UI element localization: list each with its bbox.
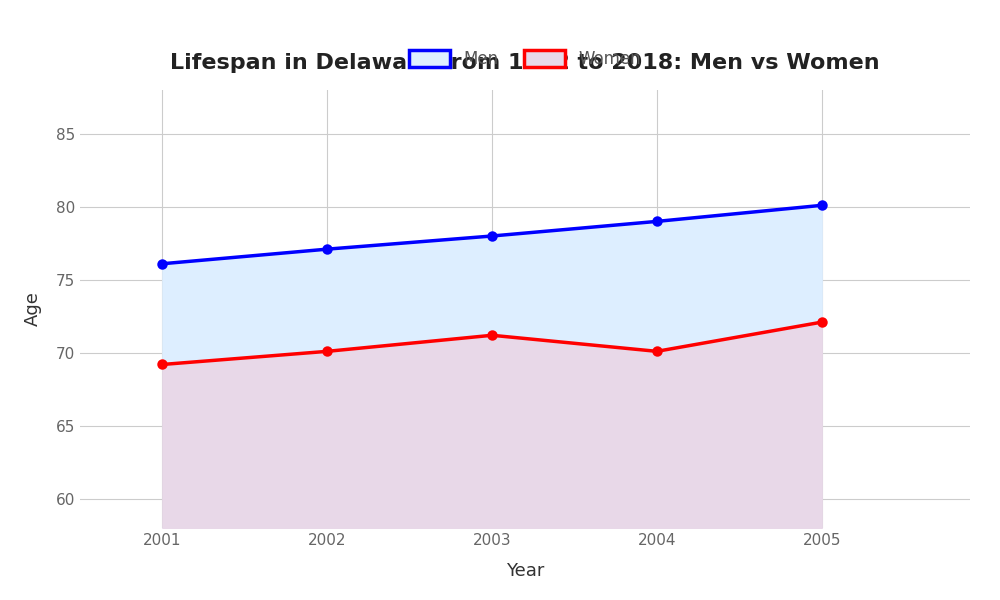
Men	[321, 245, 333, 253]
Men	[486, 232, 498, 239]
Y-axis label: Age: Age	[24, 292, 42, 326]
X-axis label: Year: Year	[506, 562, 544, 580]
Title: Lifespan in Delaware from 1962 to 2018: Men vs Women: Lifespan in Delaware from 1962 to 2018: …	[170, 53, 880, 73]
Line: Men: Men	[158, 201, 826, 268]
Women	[816, 319, 828, 326]
Women	[651, 348, 663, 355]
Line: Women: Women	[158, 318, 826, 368]
Men	[156, 260, 168, 268]
Men	[816, 202, 828, 209]
Women	[156, 361, 168, 368]
Women	[486, 332, 498, 339]
Legend: Men, Women: Men, Women	[400, 41, 650, 76]
Women	[321, 348, 333, 355]
Men	[651, 218, 663, 225]
